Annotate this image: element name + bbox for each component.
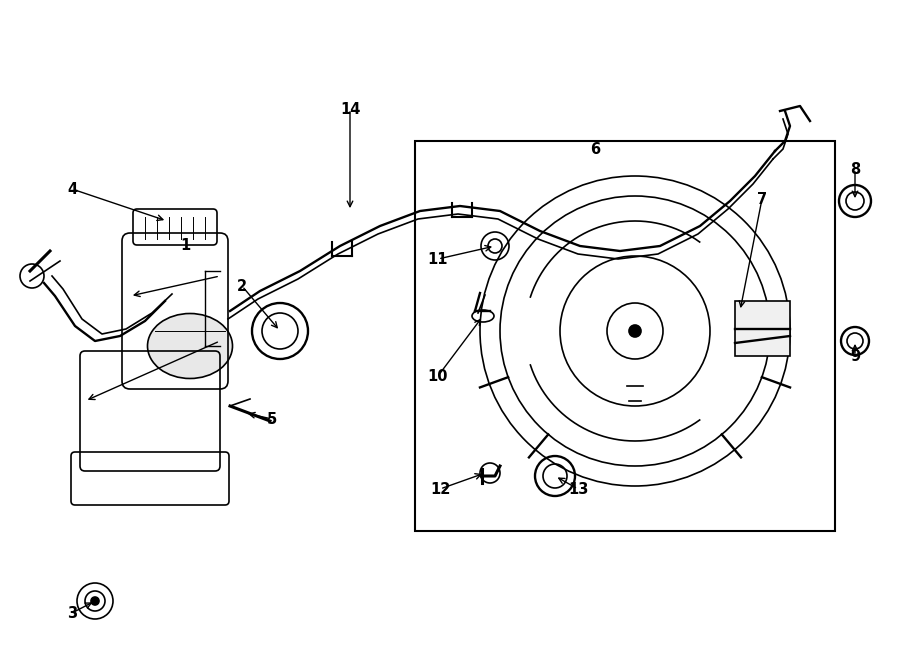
Text: 3: 3 xyxy=(67,605,77,621)
Text: 1: 1 xyxy=(180,239,190,254)
Circle shape xyxy=(91,597,99,605)
Text: 8: 8 xyxy=(850,161,860,176)
Text: 7: 7 xyxy=(757,192,767,206)
Circle shape xyxy=(629,325,641,337)
Ellipse shape xyxy=(148,313,232,379)
Text: 12: 12 xyxy=(430,481,450,496)
Text: 10: 10 xyxy=(428,368,448,383)
Text: 5: 5 xyxy=(267,412,277,426)
Text: 2: 2 xyxy=(237,278,248,293)
Text: 9: 9 xyxy=(850,348,860,364)
Text: 6: 6 xyxy=(590,141,600,157)
Text: 13: 13 xyxy=(568,481,589,496)
Text: 4: 4 xyxy=(67,182,77,196)
Text: 14: 14 xyxy=(340,102,360,116)
Bar xyxy=(415,141,835,531)
FancyBboxPatch shape xyxy=(735,301,790,356)
Text: 11: 11 xyxy=(428,251,448,266)
